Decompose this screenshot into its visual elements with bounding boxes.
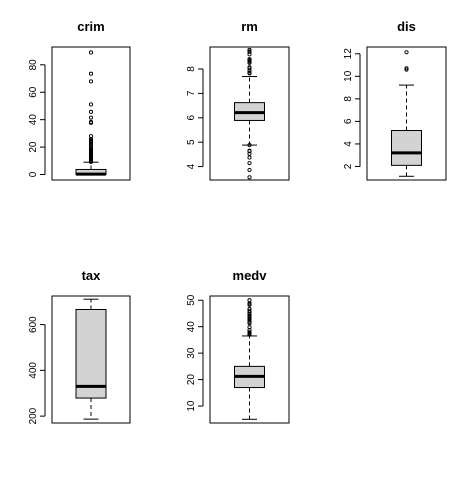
plot-frame [51, 295, 131, 424]
outlier-point [247, 148, 252, 153]
outlier-point [247, 175, 252, 180]
outlier-point [88, 109, 94, 114]
y-tick-label: 5 [186, 139, 197, 145]
y-tick-label: 50 [186, 294, 197, 306]
y-tick-label: 80 [28, 59, 39, 71]
outlier-point [247, 65, 252, 70]
plot-frame [209, 295, 290, 424]
outlier-point [247, 49, 252, 54]
y-tick-label: 10 [186, 400, 197, 412]
y-tick-label: 6 [186, 115, 197, 121]
panel-title: tax [82, 268, 102, 283]
outlier-point [247, 155, 252, 160]
outlier-point [88, 71, 94, 76]
y-tick-label: 400 [28, 362, 39, 379]
outlier-point [88, 134, 94, 139]
outlier-point [88, 119, 94, 124]
y-tick-label: 20 [186, 374, 197, 386]
outlier-point [88, 144, 94, 149]
panel-title: medv [233, 268, 268, 283]
y-tick-label: 10 [343, 70, 354, 82]
y-tick-label: 4 [186, 163, 197, 169]
y-tick-label: 40 [186, 321, 197, 333]
outlier-point [247, 161, 252, 166]
iqr-box [75, 309, 107, 399]
plot-frame [209, 46, 290, 181]
y-tick-label: 60 [28, 86, 39, 98]
y-tick-label: 600 [28, 316, 39, 333]
outlier-point [88, 50, 94, 55]
outlier-point [247, 143, 252, 148]
iqr-box [391, 130, 422, 166]
outlier-point [247, 47, 252, 52]
panel-dis: dis 2 4 6 8 10 12 [343, 19, 447, 181]
y-tick-label: 200 [28, 407, 39, 424]
outlier-point [247, 306, 252, 312]
y-tick-label: 40 [28, 114, 39, 126]
outlier-point [247, 57, 252, 62]
outlier-point [88, 149, 94, 154]
y-tick-label: 0 [28, 171, 39, 177]
y-tick-label: 6 [343, 118, 354, 124]
outlier-point [88, 79, 94, 84]
outlier-point [404, 66, 409, 71]
outlier-point [247, 68, 252, 73]
panel-title: crim [77, 19, 104, 34]
panel-tax: tax 200 400 600 [28, 268, 131, 424]
outlier-point [404, 50, 409, 55]
outlier-point [247, 298, 252, 303]
panel-title: dis [397, 19, 416, 34]
y-tick-label: 30 [186, 347, 197, 359]
panel-title: rm [241, 19, 258, 34]
y-tick-label: 8 [343, 96, 354, 102]
outlier-point [247, 308, 252, 313]
outlier-point [404, 67, 409, 72]
y-tick-label: 20 [28, 141, 39, 153]
outlier-point [88, 102, 94, 107]
y-tick-label: 4 [343, 141, 354, 147]
outlier-point [247, 314, 252, 319]
panel-medv: medv 10 20 30 40 50 [186, 268, 290, 424]
outlier-point [88, 155, 94, 160]
outlier-point [88, 115, 94, 120]
y-tick-label: 12 [343, 48, 354, 60]
panel-rm: rm 4 5 6 7 8 [186, 19, 290, 181]
plot-frame [51, 46, 131, 181]
outlier-point [247, 325, 252, 330]
plot-frame [366, 46, 447, 181]
outlier-point [247, 70, 252, 75]
y-tick-label: 2 [343, 163, 354, 169]
outlier-point [247, 167, 252, 173]
y-tick-label: 8 [186, 66, 197, 72]
y-tick-label: 7 [186, 90, 197, 96]
panel-crim: crim 0 20 40 60 80 [28, 19, 131, 181]
outlier-point [247, 330, 252, 335]
